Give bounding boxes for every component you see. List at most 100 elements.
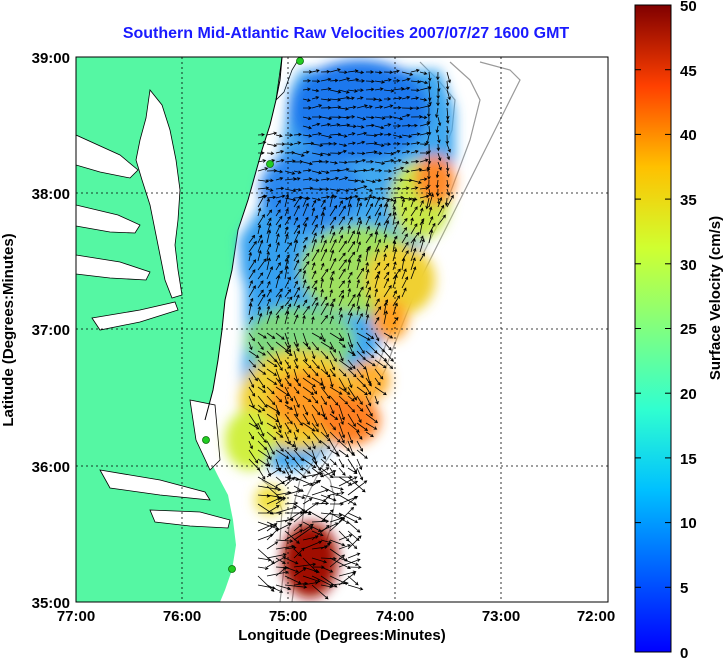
- velocity-arrow: [266, 467, 272, 477]
- velocity-arrow: [338, 188, 350, 193]
- velocity-arrow: [338, 289, 344, 298]
- velocity-arrow: [311, 584, 329, 600]
- velocity-arrow: [329, 168, 341, 173]
- velocity-arrow: [374, 368, 384, 380]
- velocity-arrow: [347, 151, 356, 156]
- velocity-arrow: [293, 286, 300, 298]
- velocity-arrow: [311, 386, 318, 395]
- velocity-arrow: [275, 186, 285, 191]
- velocity-arrow: [347, 187, 358, 192]
- velocity-arrow: [428, 98, 432, 106]
- velocity-arrow: [284, 150, 296, 155]
- velocity-arrow: [284, 188, 297, 193]
- velocity-arrow: [284, 254, 290, 262]
- velocity-arrow: [302, 79, 312, 83]
- velocity-arrow: [401, 123, 412, 128]
- velocity-arrow: [329, 249, 335, 262]
- velocity-arrow: [311, 413, 319, 428]
- velocity-arrow: [410, 79, 422, 84]
- velocity-arrow: [257, 224, 262, 235]
- velocity-arrow: [257, 413, 263, 426]
- velocity-arrow: [320, 211, 325, 226]
- velocity-arrow: [275, 477, 292, 487]
- velocity-arrow: [356, 179, 365, 184]
- velocity-arrow: [365, 431, 374, 438]
- velocity-arrow: [275, 567, 287, 577]
- velocity-arrow: [410, 68, 420, 73]
- velocity-arrow: [329, 315, 334, 325]
- velocity-arrow: [383, 186, 392, 191]
- velocity-arrow: [275, 368, 282, 383]
- velocity-arrow: [419, 220, 424, 235]
- velocity-arrow: [383, 271, 390, 280]
- velocity-arrow: [257, 280, 264, 289]
- colorbar-tick-label: 30: [680, 257, 697, 274]
- velocity-arrow: [410, 96, 420, 100]
- velocity-arrow: [365, 386, 372, 396]
- velocity-arrow: [293, 494, 306, 499]
- velocity-arrow: [311, 368, 319, 377]
- velocity-arrow: [266, 151, 275, 156]
- velocity-arrow: [293, 332, 299, 348]
- velocity-arrow: [275, 177, 284, 181]
- velocity-arrow: [248, 368, 258, 382]
- velocity-arrow: [356, 305, 361, 316]
- velocity-arrow: [338, 240, 347, 253]
- velocity-arrow: [419, 131, 431, 136]
- velocity-arrow: [257, 194, 265, 208]
- velocity-arrow: [275, 274, 281, 289]
- colorbar-tick-label: 35: [680, 192, 697, 209]
- velocity-arrow: [320, 377, 326, 390]
- velocity-arrow: [329, 368, 336, 378]
- velocity-arrow: [284, 489, 302, 496]
- velocity-arrow: [338, 422, 346, 439]
- velocity-arrow: [311, 207, 316, 217]
- velocity-arrow: [365, 303, 370, 316]
- velocity-arrow: [275, 158, 285, 163]
- velocity-arrow: [293, 187, 302, 192]
- velocity-arrow: [284, 458, 293, 474]
- velocity-arrow: [383, 233, 388, 244]
- velocity-arrow: [266, 541, 279, 550]
- velocity-arrow: [383, 359, 394, 370]
- velocity-arrow: [427, 107, 431, 118]
- velocity-arrow: [410, 88, 421, 93]
- velocity-arrow: [266, 528, 279, 541]
- velocity-arrow: [257, 239, 264, 253]
- velocity-arrow: [320, 77, 332, 82]
- velocity-arrow: [392, 124, 402, 128]
- velocity-arrow: [266, 505, 280, 514]
- velocity-arrow: [445, 116, 450, 124]
- velocity-arrow: [320, 543, 331, 550]
- velocity-arrow: [392, 186, 402, 191]
- velocity-arrow: [419, 122, 431, 127]
- velocity-arrow: [338, 216, 345, 226]
- velocity-arrow: [356, 312, 363, 325]
- velocity-arrow: [248, 341, 253, 351]
- y-tick-label: 38:00: [32, 186, 70, 203]
- velocity-arrow: [320, 199, 326, 208]
- velocity-arrow: [266, 310, 273, 325]
- velocity-arrow: [275, 241, 280, 253]
- x-tick-label: 75:00: [269, 608, 307, 625]
- velocity-arrow: [437, 152, 442, 162]
- velocity-arrow: [374, 231, 379, 244]
- velocity-arrow: [293, 440, 298, 452]
- velocity-arrow: [302, 150, 310, 155]
- velocity-arrow: [347, 169, 358, 174]
- velocity-arrow: [293, 195, 302, 208]
- velocity-arrow: [302, 404, 309, 416]
- velocity-arrow: [293, 449, 304, 462]
- velocity-arrow: [365, 87, 375, 92]
- velocity-arrow: [374, 274, 380, 289]
- velocity-arrow: [374, 196, 381, 208]
- velocity-arrow: [302, 125, 312, 130]
- velocity-arrow: [293, 230, 301, 244]
- velocity-arrow: [338, 572, 356, 586]
- velocity-arrow: [293, 304, 300, 316]
- velocity-arrow: [248, 404, 262, 413]
- velocity-arrow: [302, 134, 313, 138]
- velocity-arrow: [284, 395, 289, 405]
- velocity-arrow: [320, 98, 332, 102]
- velocity-arrow: [410, 179, 422, 184]
